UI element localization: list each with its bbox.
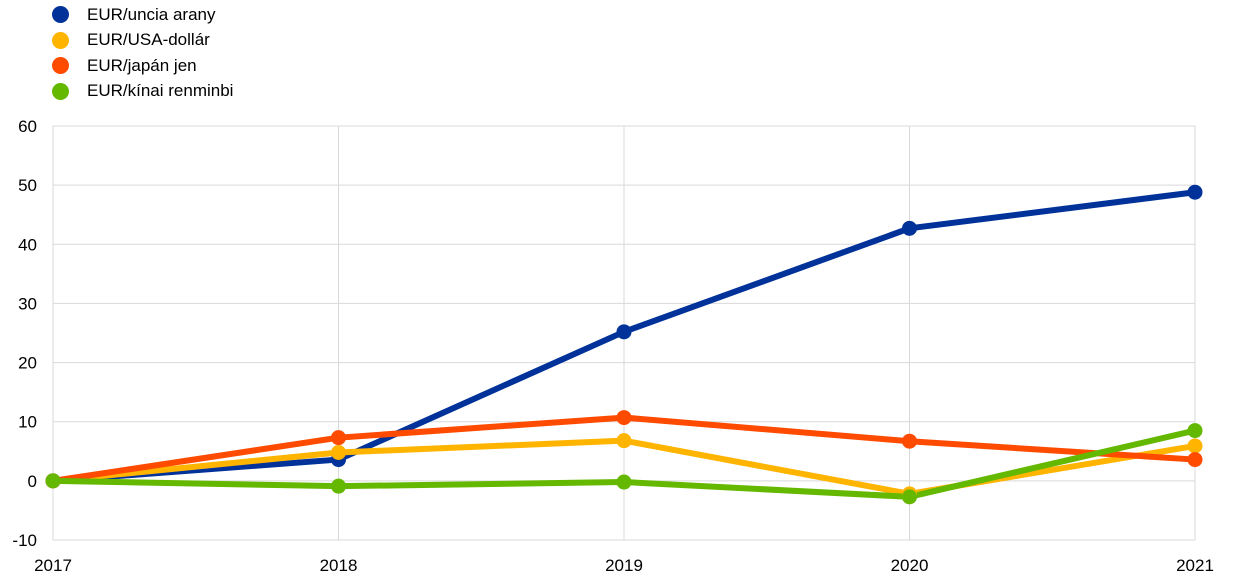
legend-label-cny: EUR/kínai renminbi (87, 81, 234, 101)
data-point-1 (616, 433, 632, 449)
data-point-2 (902, 433, 917, 449)
data-point-3 (616, 474, 632, 490)
x-tick-label: 2020 (891, 556, 929, 575)
legend-item-jpy: EUR/japán jen (52, 53, 233, 79)
y-tick-label: 30 (18, 294, 37, 313)
data-point-1 (331, 444, 346, 460)
legend-item-gold: EUR/uncia arany (52, 2, 233, 28)
y-tick-label: 20 (18, 354, 37, 373)
data-point-1 (1187, 438, 1203, 454)
y-tick-label: 60 (18, 117, 37, 136)
legend-label-gold: EUR/uncia arany (87, 4, 216, 24)
y-tick-label: 10 (18, 413, 37, 432)
data-point-3 (45, 473, 61, 489)
legend-marker-jpy (52, 57, 69, 75)
legend-marker-cny (52, 82, 69, 100)
legend: EUR/uncia arany EUR/USA-dollár EUR/japán… (52, 2, 233, 104)
x-tick-label: 2018 (320, 556, 358, 575)
x-tick-label: 2019 (605, 556, 643, 575)
legend-marker-usd (52, 31, 69, 49)
legend-label-jpy: EUR/japán jen (87, 55, 197, 75)
legend-item-cny: EUR/kínai renminbi (52, 79, 233, 105)
y-tick-label: 50 (18, 176, 37, 195)
y-tick-label: 40 (18, 235, 37, 254)
legend-marker-gold (52, 6, 69, 24)
legend-label-usd: EUR/USA-dollár (87, 30, 210, 50)
y-tick-label: 0 (28, 472, 37, 491)
data-point-3 (1187, 423, 1203, 439)
legend-item-usd: EUR/USA-dollár (52, 28, 233, 54)
data-point-2 (616, 410, 632, 426)
data-point-0 (616, 324, 632, 340)
data-point-3 (331, 478, 346, 494)
x-tick-label: 2017 (34, 556, 72, 575)
data-point-2 (331, 430, 346, 446)
data-point-2 (1187, 452, 1203, 468)
data-point-3 (902, 489, 917, 505)
x-tick-label: 2021 (1176, 556, 1214, 575)
data-point-0 (902, 220, 917, 236)
y-tick-label: -10 (12, 531, 37, 550)
data-point-0 (1187, 184, 1203, 200)
